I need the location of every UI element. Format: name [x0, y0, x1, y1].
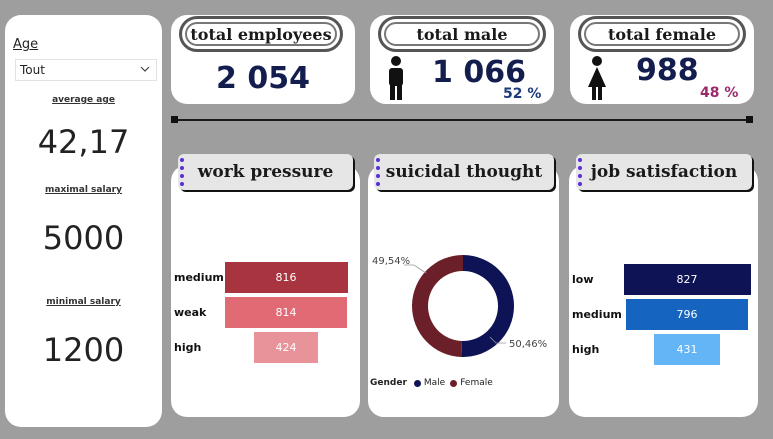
age-dropdown[interactable]: Tout	[15, 59, 157, 81]
job-satisfaction-title-text: job satisfaction	[590, 162, 738, 182]
minimal-salary-label: minimal salary	[46, 297, 121, 307]
bar-medium[interactable]: 816	[224, 262, 348, 293]
total-male-value: 1 066	[432, 55, 526, 90]
category-label-medium: medium	[174, 271, 224, 284]
category-label-high: high	[572, 343, 600, 356]
category-label-low: low	[572, 273, 594, 286]
legend-male-label[interactable]: Male	[423, 378, 446, 388]
section-divider	[174, 119, 750, 121]
bar-weak[interactable]: 814	[224, 297, 348, 328]
female-person-icon	[588, 56, 606, 100]
legend-female-label[interactable]: Female	[460, 378, 493, 388]
work-pressure-title-text: work pressure	[197, 162, 334, 182]
average-age-value: 42,17	[37, 123, 130, 161]
maximal-salary-label: maximal salary	[45, 185, 122, 195]
male-percentage: 52 %	[503, 86, 542, 102]
total-female-title: total female	[578, 16, 746, 52]
chevron-down-icon	[140, 66, 150, 72]
suicidal-thought-title: suicidal thought	[374, 154, 554, 190]
work-pressure-title: work pressure	[178, 154, 353, 190]
female-percentage: 48 %	[700, 85, 739, 101]
category-label-weak: weak	[174, 306, 207, 319]
title-accent-icon	[376, 158, 382, 186]
filter-panel: Age Tout average age 42,17 maximal salar…	[5, 15, 162, 427]
bar-high[interactable]: 431	[653, 334, 721, 365]
suicidal-thought-donut	[411, 255, 514, 357]
bar-medium[interactable]: 796	[625, 299, 749, 330]
total-employees-title: total employees	[179, 16, 343, 52]
divider-endpoint-right	[746, 116, 753, 123]
total-female-card: total female 988 48 %	[570, 15, 754, 104]
job-satisfaction-panel: job satisfaction low 827 medium 796 high 431	[569, 154, 758, 417]
total-employees-value: 2 054	[216, 61, 310, 96]
total-female-value: 988	[636, 53, 699, 88]
donut-label-male: 50,46%	[509, 339, 548, 350]
average-age-label: average age	[52, 95, 115, 105]
donut-label-female: 49,54%	[372, 256, 411, 267]
maximal-salary-value: 5000	[42, 219, 125, 257]
bar-value-medium: 816	[275, 271, 297, 284]
donut-slice-female[interactable]	[411, 255, 463, 357]
total-male-card: total male 1 066 52 %	[370, 15, 554, 104]
legend-title: Gender	[370, 378, 407, 388]
suicidal-thought-title-text: suicidal thought	[385, 162, 543, 182]
job-satisfaction-title: job satisfaction	[576, 154, 752, 190]
total-male-title: total male	[378, 16, 546, 52]
bar-high[interactable]: 424	[254, 332, 318, 363]
bar-low[interactable]: 827	[623, 264, 751, 295]
donut-slice-male[interactable]	[461, 255, 514, 357]
title-accent-icon	[180, 158, 186, 186]
legend-female-swatch	[450, 379, 458, 387]
bar-value-weak: 814	[275, 306, 297, 319]
minimal-salary-value: 1200	[42, 331, 125, 369]
suicidal-thought-panel: suicidal thought 49,54% 50,46% Gender Ma…	[368, 154, 559, 417]
category-label-medium: medium	[572, 308, 622, 321]
title-accent-icon	[578, 158, 584, 186]
category-label-high: high	[174, 341, 202, 354]
donut-legend: Gender Male Female	[370, 378, 493, 388]
bar-value-low: 827	[676, 273, 698, 286]
male-person-icon	[389, 56, 403, 100]
age-dropdown-value: Tout	[20, 63, 45, 77]
divider-endpoint-left	[171, 116, 178, 123]
age-slicer-title: Age	[13, 37, 39, 52]
total-employees-card: total employees 2 054	[171, 15, 355, 104]
work-pressure-panel: work pressure medium 816 weak 814 high 424	[171, 154, 360, 417]
bar-value-high: 431	[676, 343, 698, 356]
legend-male-swatch	[413, 379, 421, 387]
bar-value-medium: 796	[676, 308, 698, 321]
bar-value-high: 424	[275, 341, 297, 354]
